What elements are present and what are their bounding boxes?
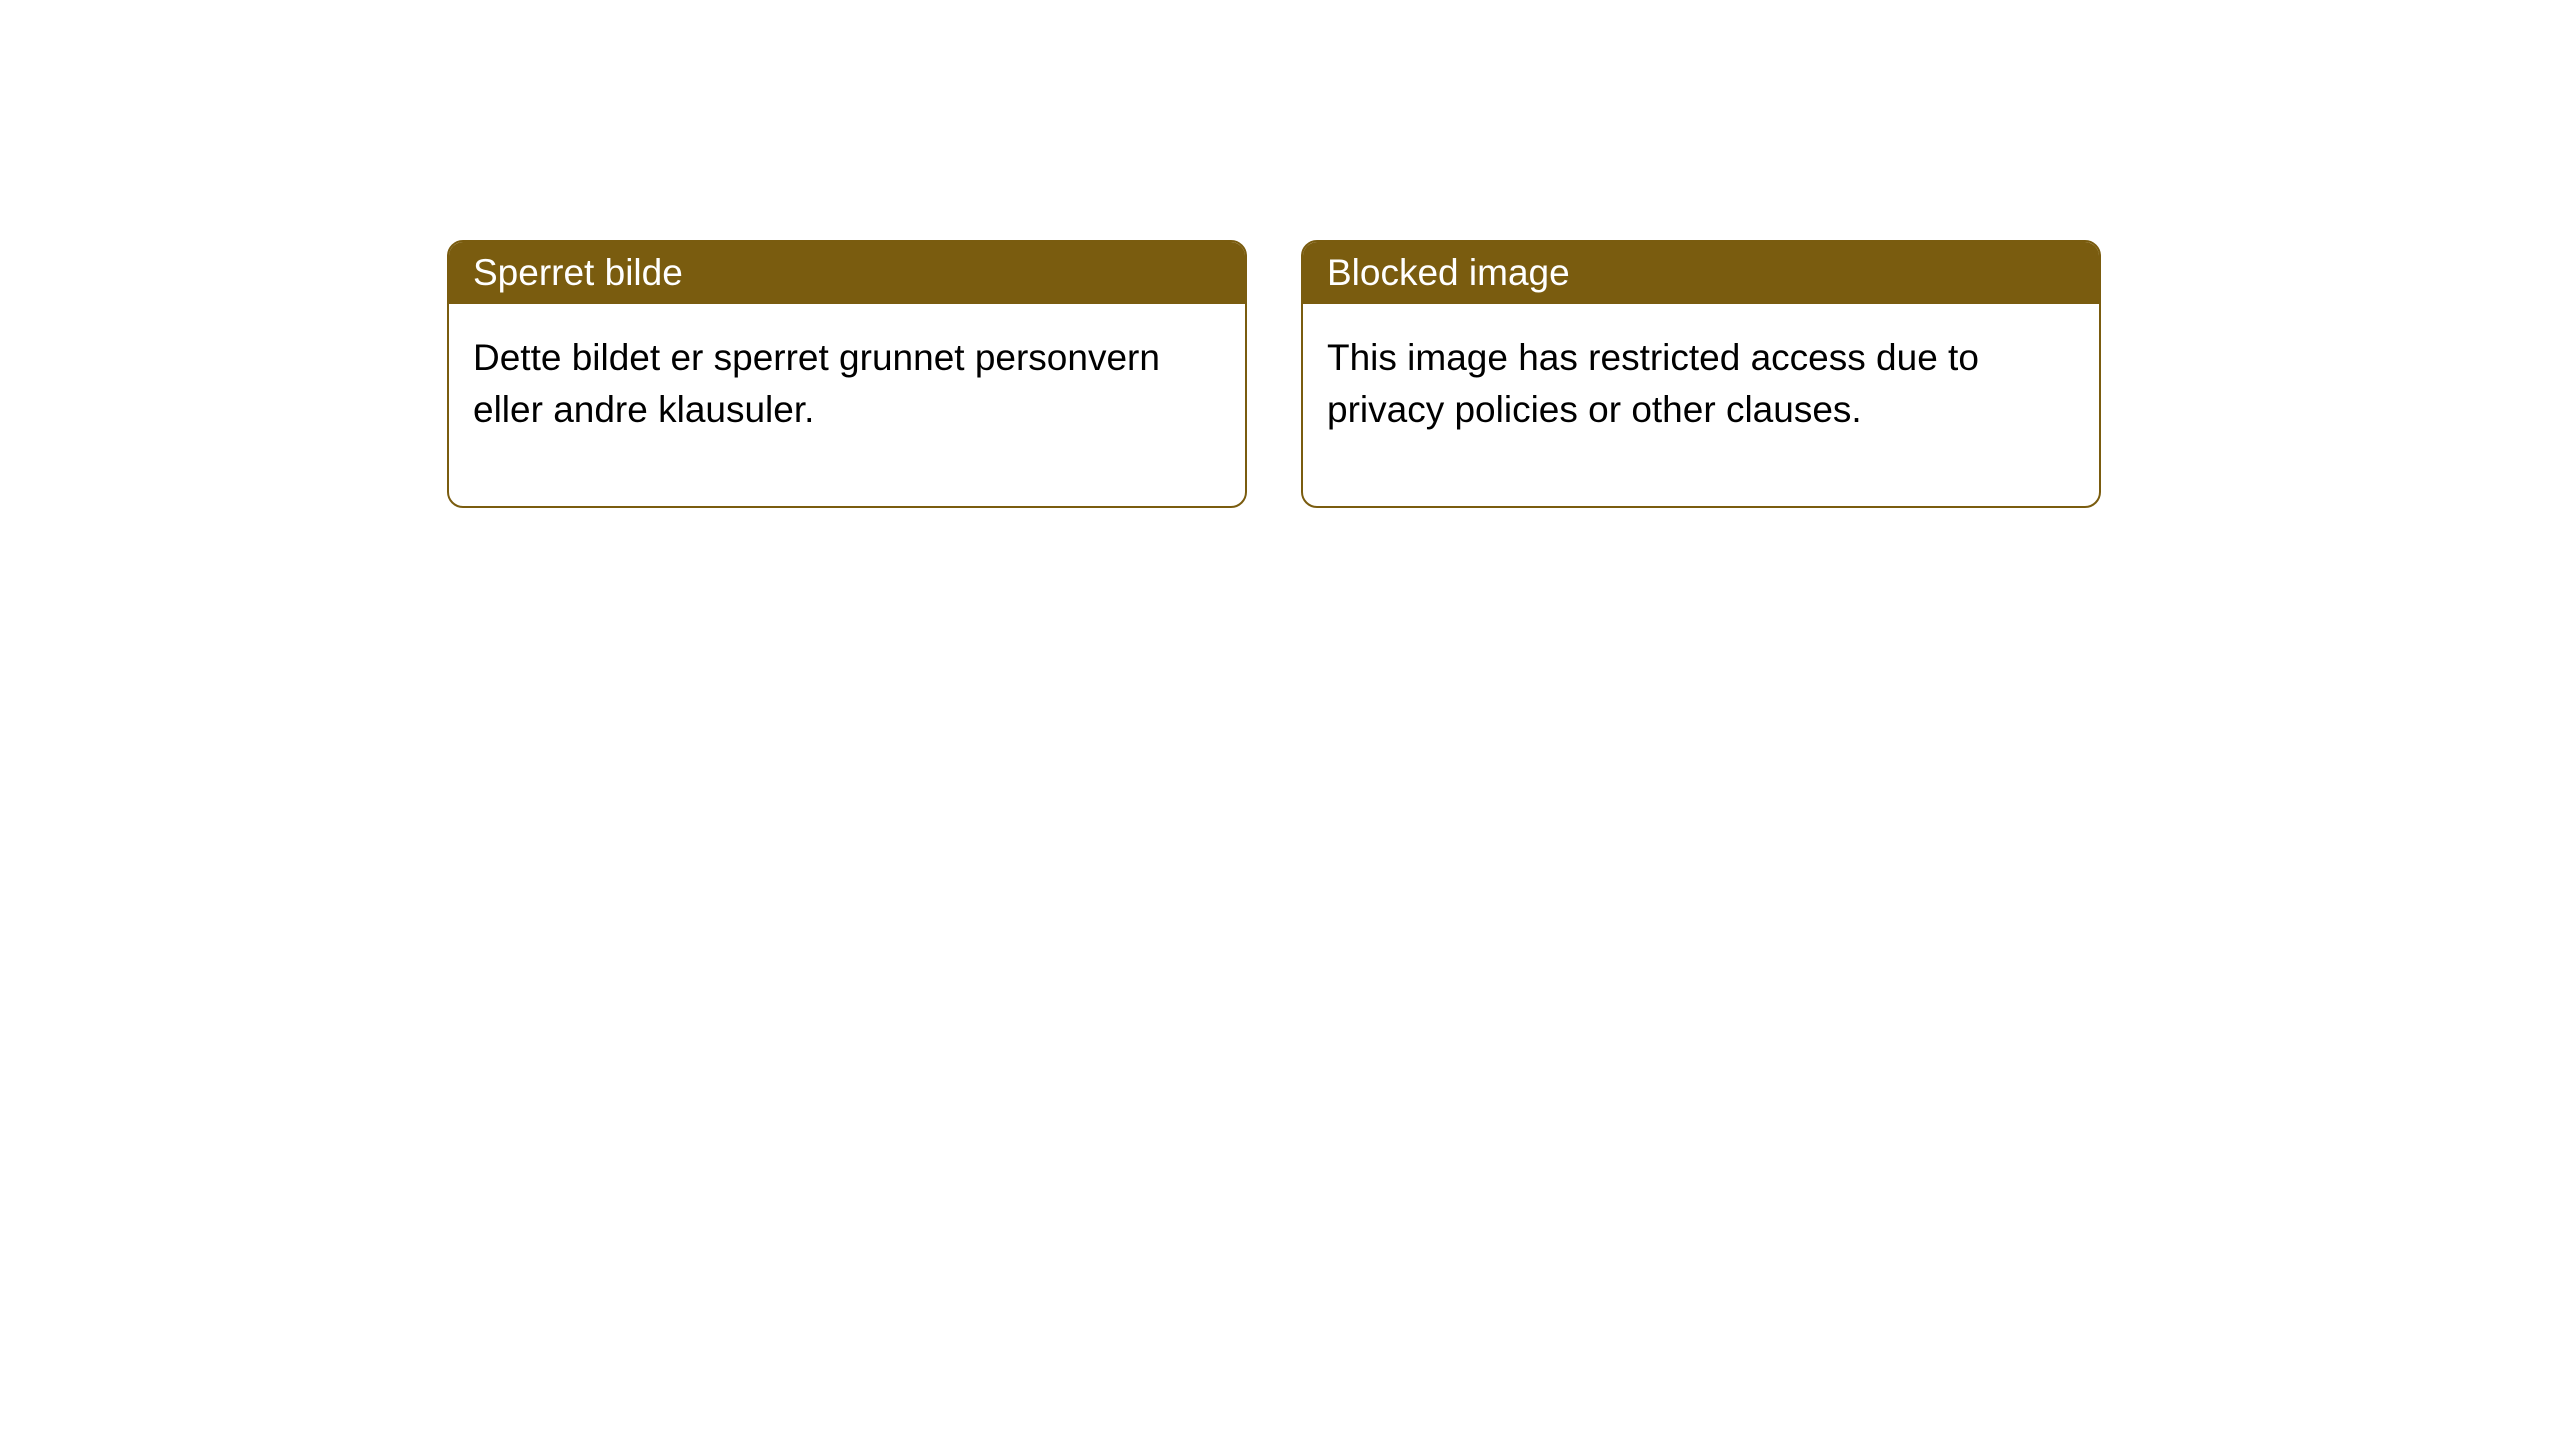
notice-box-norwegian: Sperret bilde Dette bildet er sperret gr… xyxy=(447,240,1247,508)
notice-container: Sperret bilde Dette bildet er sperret gr… xyxy=(0,0,2560,508)
notice-header-norwegian: Sperret bilde xyxy=(449,242,1245,304)
notice-body-english: This image has restricted access due to … xyxy=(1303,304,2099,506)
notice-header-english: Blocked image xyxy=(1303,242,2099,304)
notice-box-english: Blocked image This image has restricted … xyxy=(1301,240,2101,508)
notice-body-norwegian: Dette bildet er sperret grunnet personve… xyxy=(449,304,1245,506)
